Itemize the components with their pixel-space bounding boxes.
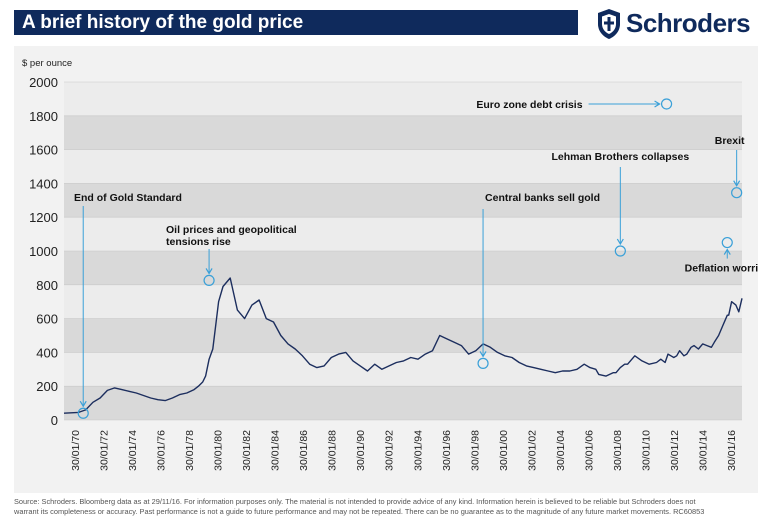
annotation-arrowhead <box>205 268 213 275</box>
y-tick-1400: 1400 <box>29 176 58 191</box>
brand-logo: Schroders <box>596 8 758 42</box>
x-tick-11: 30/01/92 <box>384 430 396 471</box>
source-line-2: warrant its completeness or accuracy. Pa… <box>14 507 705 516</box>
x-tick-19: 30/01/08 <box>612 430 624 471</box>
annotation-arrowhead <box>79 400 87 408</box>
x-tick-4: 30/01/78 <box>184 430 196 471</box>
band-1600 <box>64 115 742 150</box>
page-title: A brief history of the gold price <box>22 12 304 33</box>
annotation-oil: Oil prices and geopolitical tensions rise <box>166 224 297 248</box>
y-tick-600: 600 <box>36 312 58 327</box>
band-400 <box>64 318 742 353</box>
x-tick-18: 30/01/06 <box>583 430 595 471</box>
annotation-marker-euro <box>660 98 673 110</box>
brand-name: Schroders <box>626 8 751 38</box>
x-tick-13: 30/01/96 <box>441 430 453 471</box>
x-tick-15: 30/01/00 <box>498 430 510 471</box>
x-tick-9: 30/01/88 <box>327 430 339 471</box>
x-tick-10: 30/01/90 <box>355 430 367 471</box>
x-tick-5: 30/01/80 <box>213 430 225 471</box>
y-tick-1200: 1200 <box>29 210 58 225</box>
y-tick-1000: 1000 <box>29 244 58 259</box>
band-600 <box>64 284 742 319</box>
annotation-arrowhead <box>723 248 731 255</box>
annotation-marker-oil <box>203 274 215 287</box>
y-tick-1800: 1800 <box>29 109 58 124</box>
annotation-euro: Euro zone debt crisis <box>476 99 582 111</box>
annotation-brexit: Brexit <box>715 135 745 147</box>
y-tick-200: 200 <box>36 379 58 394</box>
x-tick-1: 30/01/72 <box>99 430 111 471</box>
x-tick-21: 30/01/12 <box>669 430 681 471</box>
annotation-lehman: Lehman Brothers collapses <box>551 151 689 163</box>
annotation-arrowhead <box>733 180 741 187</box>
y-tick-2000: 2000 <box>29 75 58 90</box>
annotation-arrowhead <box>654 100 661 108</box>
annotation-marker-brexit <box>731 187 743 199</box>
annotation-gold-standard: End of Gold Standard <box>74 192 182 204</box>
annotation-deflation: Deflation worries <box>685 263 758 275</box>
annotation-marker-deflation <box>721 236 733 249</box>
y-axis-label: $ per ounce <box>22 58 72 69</box>
x-tick-16: 30/01/02 <box>526 430 538 471</box>
y-tick-800: 800 <box>36 278 58 293</box>
y-tick-0: 0 <box>51 413 58 428</box>
annotation-arrowhead <box>616 238 624 246</box>
x-tick-23: 30/01/16 <box>726 430 738 471</box>
band-1400 <box>64 149 742 184</box>
annotation-marker-gold-standard <box>77 407 89 419</box>
band-800 <box>64 251 742 285</box>
x-tick-3: 30/01/76 <box>156 430 168 471</box>
annotation-marker-lehman <box>614 245 626 257</box>
x-tick-0: 30/01/70 <box>70 430 82 471</box>
band-0 <box>64 386 742 420</box>
annotation-marker-central-banks <box>477 357 489 369</box>
band-200 <box>64 352 742 387</box>
x-tick-2: 30/01/74 <box>127 430 139 471</box>
y-tick-400: 400 <box>36 345 58 360</box>
x-tick-20: 30/01/10 <box>640 430 652 471</box>
gold-price-line <box>63 277 743 414</box>
title-bar: A brief history of the gold price <box>14 10 578 35</box>
band-1000 <box>64 217 742 251</box>
x-tick-8: 30/01/86 <box>298 430 310 471</box>
annotation-arrowhead <box>479 351 487 358</box>
y-tick-1600: 1600 <box>29 143 58 158</box>
schroders-crest-icon <box>598 9 620 39</box>
x-tick-6: 30/01/82 <box>241 430 253 471</box>
source-note: Source: Schroders. Bloomberg data as at … <box>14 497 764 517</box>
x-tick-22: 30/01/14 <box>697 430 709 471</box>
x-tick-12: 30/01/94 <box>412 430 424 471</box>
x-tick-14: 30/01/98 <box>469 430 481 471</box>
band-1800 <box>64 82 742 116</box>
chart-panel: 0 200 400 600 800 1000 1200 1400 1600 1800 2000 $ p… <box>14 46 758 493</box>
band-1200 <box>64 183 742 218</box>
gold-price-chart: 0 200 400 600 800 1000 1200 1400 1600 1800 2000 $ p… <box>22 58 758 471</box>
source-line-1: Source: Schroders. Bloomberg data as at … <box>14 497 696 506</box>
x-tick-17: 30/01/04 <box>555 430 567 471</box>
x-tick-7: 30/01/84 <box>270 430 282 471</box>
annotation-central-banks: Central banks sell gold <box>485 192 600 204</box>
